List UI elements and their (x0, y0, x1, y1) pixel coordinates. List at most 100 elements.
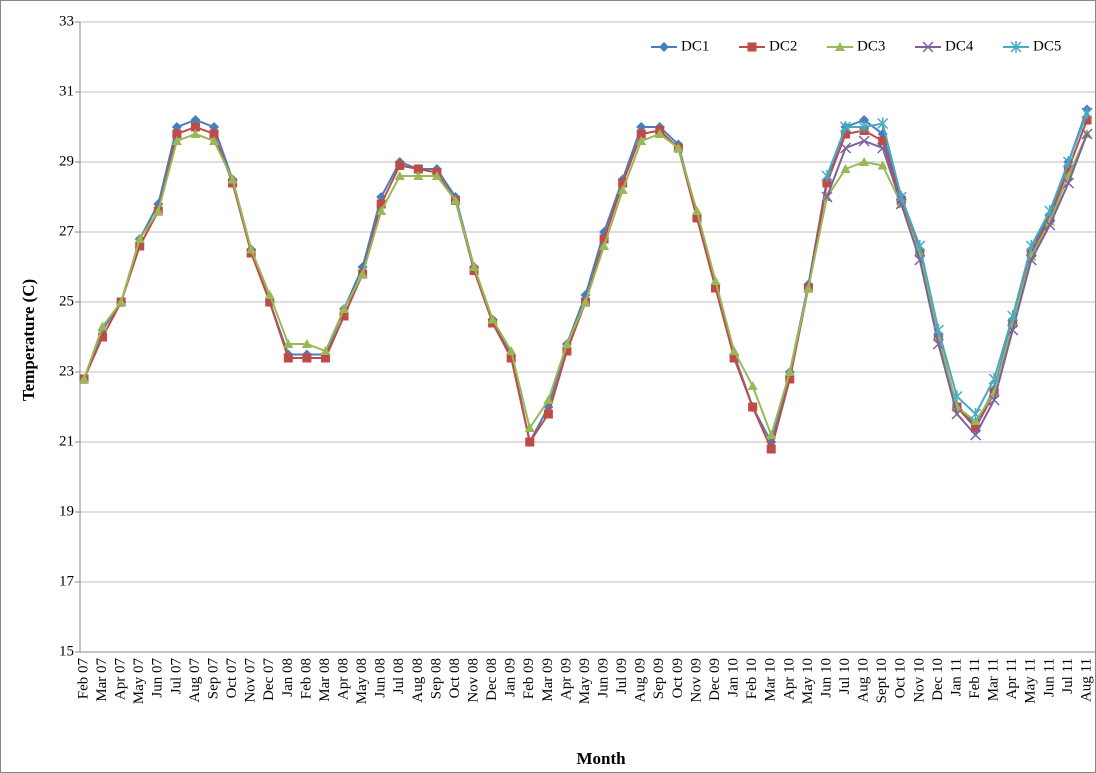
marker (840, 164, 851, 173)
legend-label: DC1 (681, 38, 709, 54)
marker (543, 409, 553, 419)
x-tick-label: Apr 08 (335, 658, 351, 700)
marker (79, 374, 89, 383)
x-tick-label: Jan 11 (948, 658, 964, 696)
marker (524, 423, 535, 432)
marker (803, 283, 814, 292)
y-tick-label: 33 (59, 13, 74, 29)
x-tick-label: Oct 07 (224, 658, 240, 699)
x-tick-label: Aug 11 (1078, 658, 1094, 702)
marker (822, 178, 832, 188)
series (821, 107, 1093, 420)
marker (747, 42, 757, 52)
marker (654, 129, 665, 138)
marker (1081, 128, 1093, 140)
x-tick-label: Feb 07 (75, 658, 91, 700)
x-axis-title: Month (576, 749, 626, 768)
x-tick-label: May 10 (800, 658, 816, 704)
marker (543, 395, 554, 404)
marker (172, 129, 182, 139)
marker (413, 171, 424, 180)
marker (710, 276, 721, 285)
marker (971, 423, 981, 433)
x-tick-label: May 08 (354, 658, 370, 704)
marker (840, 142, 852, 154)
x-tick-label: Oct 08 (447, 658, 463, 698)
y-tick-label: 27 (59, 223, 75, 239)
x-tick-label: Apr 09 (558, 658, 574, 700)
marker (450, 195, 461, 205)
x-tick-label: Aug 07 (187, 658, 203, 703)
marker (97, 321, 108, 331)
x-tick-label: Sep 09 (651, 658, 667, 699)
marker (339, 304, 350, 313)
marker (98, 332, 108, 342)
marker (283, 339, 294, 348)
x-tick-label: Jun 09 (596, 658, 612, 698)
marker (766, 430, 777, 439)
marker (487, 314, 498, 324)
marker (636, 129, 646, 139)
marker (858, 121, 870, 133)
marker (878, 136, 888, 146)
marker (302, 353, 312, 363)
marker (264, 290, 275, 299)
marker (673, 143, 684, 152)
y-tick-label: 15 (59, 643, 74, 659)
x-tick-label: Sep 07 (205, 658, 221, 700)
marker (301, 339, 312, 348)
marker (1081, 107, 1093, 119)
marker (841, 129, 851, 139)
x-tick-label: Mar 07 (94, 658, 110, 702)
x-tick-label: Mar 09 (540, 658, 556, 702)
marker (988, 394, 1000, 406)
marker (413, 164, 423, 174)
y-tick-label: 19 (59, 503, 74, 519)
marker (525, 437, 535, 447)
marker (506, 346, 517, 355)
series (79, 129, 1092, 439)
marker (729, 353, 739, 363)
x-tick-label: Jul 09 (614, 658, 630, 694)
marker (190, 129, 201, 138)
marker (320, 353, 330, 363)
marker (599, 241, 610, 250)
y-tick-label: 25 (59, 293, 74, 309)
marker (209, 129, 219, 139)
marker (394, 171, 405, 180)
x-tick-label: Aug 10 (856, 658, 872, 703)
x-tick-label: Oct 09 (670, 658, 686, 698)
marker (1062, 177, 1074, 189)
marker (320, 346, 331, 355)
x-tick-label: Aug 09 (633, 658, 649, 703)
marker (877, 142, 889, 154)
marker (970, 429, 982, 441)
marker (395, 161, 405, 170)
marker (562, 346, 572, 356)
legend-label: DC3 (857, 38, 885, 54)
marker (265, 297, 275, 307)
marker (1062, 156, 1074, 168)
x-tick-label: Jan 08 (280, 658, 296, 697)
marker (785, 374, 795, 384)
marker (835, 42, 845, 51)
marker (227, 174, 238, 184)
marker (506, 353, 516, 363)
marker (431, 171, 442, 180)
x-tick-label: Apr 11 (1004, 658, 1020, 700)
marker (691, 206, 702, 215)
marker (914, 240, 926, 252)
marker (209, 136, 220, 145)
x-tick-label: Jun 07 (150, 658, 166, 698)
marker (1007, 310, 1019, 322)
x-tick-label: Sep 08 (428, 658, 444, 699)
marker (711, 283, 721, 293)
x-tick-label: Jun 08 (373, 658, 389, 698)
marker (1044, 219, 1056, 231)
x-tick-label: Feb 11 (967, 658, 983, 699)
x-tick-label: Nov 07 (243, 658, 259, 703)
marker (748, 402, 758, 412)
x-tick-label: Oct 10 (893, 658, 909, 698)
marker (134, 234, 145, 243)
marker (561, 339, 572, 348)
